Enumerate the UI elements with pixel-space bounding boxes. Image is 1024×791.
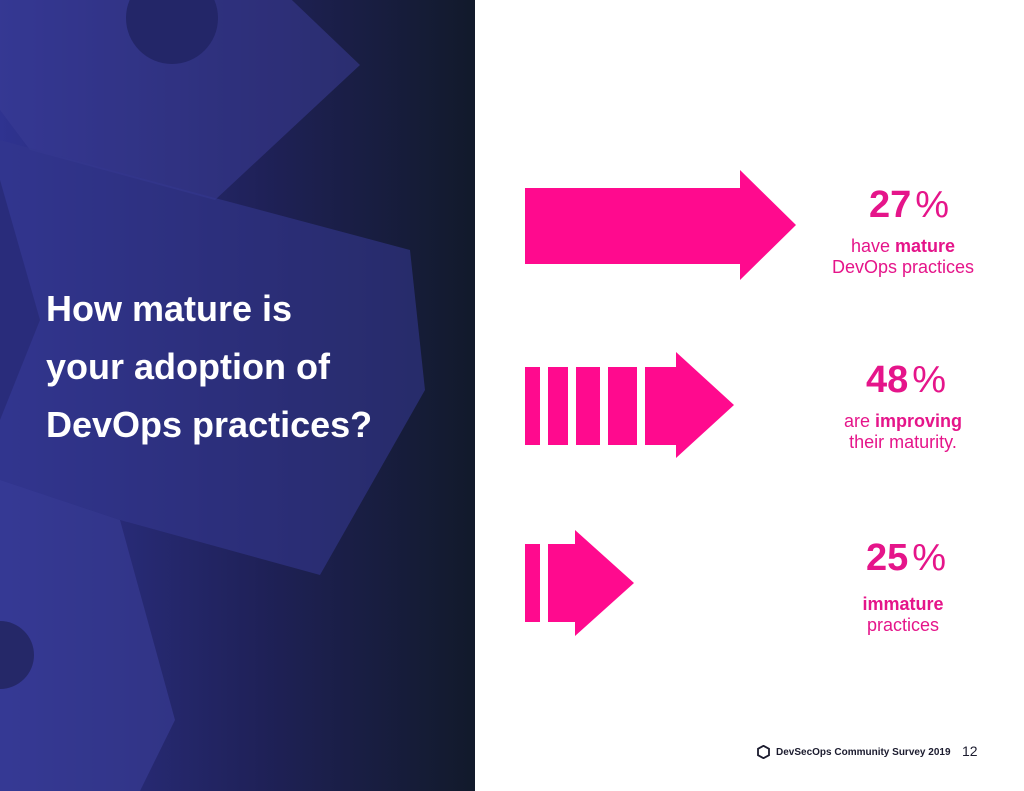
panel-background bbox=[0, 0, 475, 791]
caption-line-1: immature bbox=[813, 594, 993, 615]
stat-immature-caption: immature practices bbox=[813, 594, 993, 636]
percent-value: 27 bbox=[869, 184, 912, 226]
stat-improving-caption: are improving their maturity. bbox=[813, 411, 993, 453]
caption-prefix: have bbox=[850, 236, 895, 256]
caption-prefix: are bbox=[843, 411, 875, 431]
question-heading: How mature is your adoption of DevOps pr… bbox=[46, 280, 466, 454]
stat-immature-percent: 25% bbox=[866, 538, 946, 578]
page-number: 12 bbox=[962, 743, 978, 759]
hexagon-shape bbox=[0, 140, 425, 575]
hexagon-logo-icon bbox=[757, 745, 770, 759]
arrow-bar bbox=[576, 367, 600, 445]
percent-value: 48 bbox=[866, 359, 909, 401]
caption-line-2: practices bbox=[866, 615, 940, 635]
survey-name: DevSecOps Community Survey 2019 bbox=[776, 746, 951, 758]
arrow-bar bbox=[525, 544, 540, 622]
hexagon-shape bbox=[0, 180, 40, 420]
footer: DevSecOps Community Survey 2019 bbox=[757, 743, 951, 761]
percent-value: 25 bbox=[866, 537, 909, 579]
dashed-arrow-improving bbox=[525, 352, 734, 458]
left-panel: How mature is your adoption of DevOps pr… bbox=[0, 0, 475, 791]
caption-line-2: DevOps practices bbox=[831, 257, 975, 277]
stat-improving-percent: 48% bbox=[866, 360, 946, 400]
hexagon-shape bbox=[0, 0, 360, 200]
caption-emphasis: immature bbox=[862, 594, 944, 614]
percent-symbol: % bbox=[915, 184, 950, 226]
caption-emphasis: mature bbox=[895, 236, 956, 256]
question-line-2: your adoption of bbox=[46, 346, 330, 387]
caption-line-1: have mature bbox=[813, 236, 993, 257]
percent-symbol: % bbox=[912, 359, 947, 401]
arrow-bar bbox=[548, 367, 568, 445]
circle-shape bbox=[0, 621, 34, 689]
stat-mature-caption: have mature DevOps practices bbox=[813, 236, 993, 278]
caption-line-2: their maturity. bbox=[849, 432, 957, 452]
solid-arrow-mature bbox=[525, 170, 796, 280]
question-line-3: DevOps practices? bbox=[46, 404, 373, 445]
circle-shape bbox=[126, 0, 218, 64]
arrow-head bbox=[645, 352, 734, 458]
stat-mature-percent: 27% bbox=[869, 185, 949, 225]
arrow-bar bbox=[608, 367, 637, 445]
arrow-head bbox=[548, 530, 634, 636]
caption-line-1: are improving bbox=[813, 411, 993, 432]
percent-symbol: % bbox=[912, 537, 947, 579]
caption-emphasis: improving bbox=[875, 411, 963, 431]
short-arrow-immature bbox=[525, 530, 634, 636]
arrow-bar bbox=[525, 367, 540, 445]
hexagon-shape bbox=[0, 480, 175, 791]
question-line-1: How mature is bbox=[46, 288, 293, 329]
